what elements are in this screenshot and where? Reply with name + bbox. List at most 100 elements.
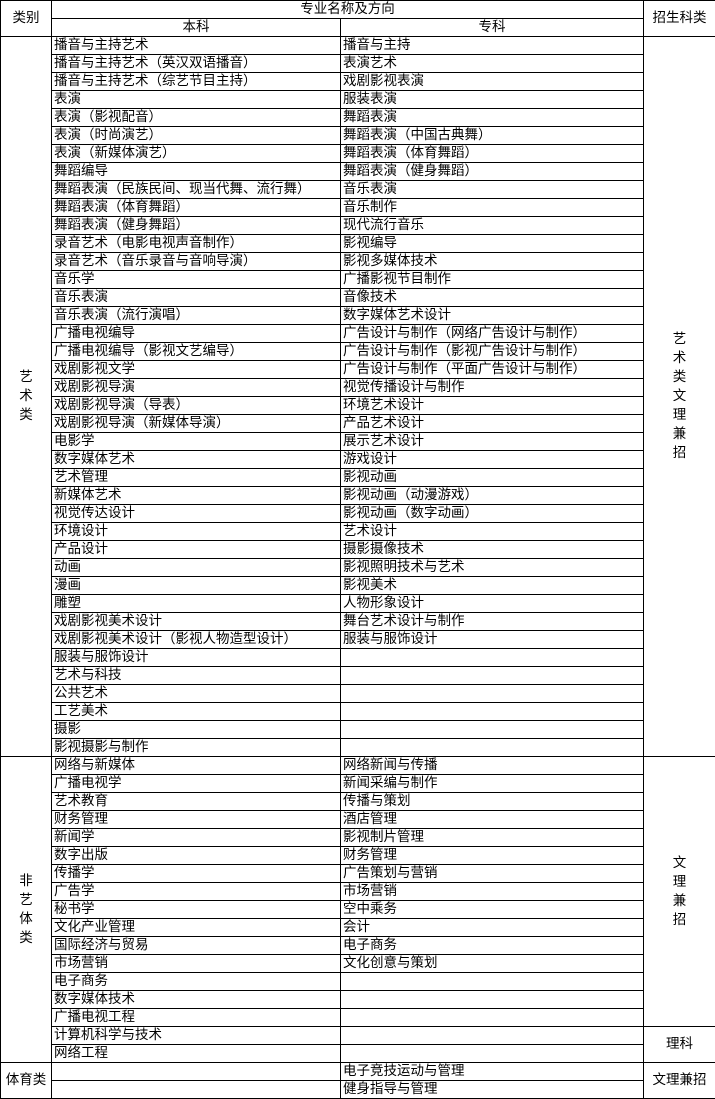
junior-cell: 艺术设计 (340, 522, 644, 541)
undergrad-cell: 戏剧影视导演 (51, 378, 341, 397)
enroll-cell: 文理兼招 (643, 756, 715, 1027)
junior-cell: 舞台艺术设计与制作 (340, 612, 644, 631)
undergrad-cell: 数字媒体技术 (51, 990, 341, 1009)
table-row: 表演（时尚演艺） 舞蹈表演（中国古典舞） (1, 126, 715, 145)
table-row: 舞蹈编导 舞蹈表演（健身舞蹈） (1, 162, 715, 181)
table-row: 雕塑 人物形象设计 (1, 594, 715, 613)
table-row: 文化产业管理 会计 (1, 918, 715, 937)
table-row: 产品设计 摄影摄像技术 (1, 540, 715, 559)
table-row: 戏剧影视美术设计 舞台艺术设计与制作 (1, 612, 715, 631)
table-row: 舞蹈表演（健身舞蹈） 现代流行音乐 (1, 216, 715, 235)
junior-cell: 表演艺术 (340, 54, 644, 73)
undergrad-cell: 舞蹈表演（民族民间、现当代舞、流行舞） (51, 180, 341, 199)
enroll-label: 艺术类文理兼招 (672, 331, 687, 461)
table-row: 戏剧影视美术设计（影视人物造型设计） 服装与服饰设计 (1, 630, 715, 649)
table-row: 表演（影视配音） 舞蹈表演 (1, 108, 715, 127)
junior-cell: 展示艺术设计 (340, 432, 644, 451)
undergrad-cell: 戏剧影视美术设计 (51, 612, 341, 631)
junior-cell: 广告设计与制作（平面广告设计与制作） (340, 360, 644, 379)
junior-cell: 舞蹈表演（体育舞蹈） (340, 144, 644, 163)
undergrad-cell: 录音艺术（电影电视声音制作） (51, 234, 341, 253)
junior-cell: 数字媒体艺术设计 (340, 306, 644, 325)
undergrad-cell: 新媒体艺术 (51, 486, 341, 505)
junior-cell: 视觉传播设计与制作 (340, 378, 644, 397)
undergrad-cell: 公共艺术 (51, 684, 341, 703)
undergrad-cell: 摄影 (51, 720, 341, 739)
enroll-cell: 文理兼招 (643, 1062, 715, 1099)
table-row: 广播电视编导（影视文艺编导） 广告设计与制作（影视广告设计与制作） (1, 342, 715, 361)
table-row: 广播电视编导 广告设计与制作（网络广告设计与制作） (1, 324, 715, 343)
undergrad-cell: 国际经济与贸易 (51, 936, 341, 955)
table-row: 录音艺术（音乐录音与音响导演） 影视多媒体技术 (1, 252, 715, 271)
category-cell: 非艺体类 (0, 756, 52, 1063)
junior-cell: 广告设计与制作（影视广告设计与制作） (340, 342, 644, 361)
undergrad-cell: 产品设计 (51, 540, 341, 559)
junior-cell: 影视动画（数字动画） (340, 504, 644, 523)
table-row: 动画 影视照明技术与艺术 (1, 558, 715, 577)
table-row: 摄影 (1, 720, 715, 739)
table-row: 数字媒体技术 (1, 990, 715, 1009)
header-enroll: 招生科类 (643, 0, 715, 37)
table-row: 艺术教育 传播与策划 (1, 792, 715, 811)
junior-cell: 音乐制作 (340, 198, 644, 217)
junior-cell: 服装与服饰设计 (340, 630, 644, 649)
junior-cell: 影视照明技术与艺术 (340, 558, 644, 577)
undergrad-cell: 表演 (51, 90, 341, 109)
junior-cell: 广告设计与制作（网络广告设计与制作） (340, 324, 644, 343)
undergrad-cell: 动画 (51, 558, 341, 577)
undergrad-cell (51, 1080, 341, 1099)
header-major-group: 专业名称及方向 (51, 0, 644, 19)
junior-cell: 舞蹈表演（中国古典舞） (340, 126, 644, 145)
table-row: 财务管理 酒店管理 (1, 810, 715, 829)
junior-cell: 会计 (340, 918, 644, 937)
undergrad-cell: 艺术与科技 (51, 666, 341, 685)
undergrad-cell: 广播电视编导 (51, 324, 341, 343)
undergrad-cell: 新闻学 (51, 828, 341, 847)
table-row: 电影学 展示艺术设计 (1, 432, 715, 451)
junior-cell: 人物形象设计 (340, 594, 644, 613)
junior-cell (340, 972, 644, 991)
undergrad-cell: 广播电视工程 (51, 1008, 341, 1027)
undergrad-cell: 网络工程 (51, 1044, 341, 1063)
table-row: 数字出版 财务管理 (1, 846, 715, 865)
table-row: 艺术管理 影视动画 (1, 468, 715, 487)
undergrad-cell: 服装与服饰设计 (51, 648, 341, 667)
enroll-cell: 理科 (643, 1026, 715, 1063)
header-junior: 专科 (340, 18, 644, 37)
junior-cell: 广播影视节目制作 (340, 270, 644, 289)
undergrad-cell: 音乐学 (51, 270, 341, 289)
table-row: 表演 服装表演 (1, 90, 715, 109)
junior-cell (340, 1044, 644, 1063)
undergrad-cell: 舞蹈表演（体育舞蹈） (51, 198, 341, 217)
undergrad-cell: 工艺美术 (51, 702, 341, 721)
table-row: 戏剧影视导演（新媒体导演） 产品艺术设计 (1, 414, 715, 433)
junior-cell: 环境艺术设计 (340, 396, 644, 415)
undergrad-cell: 戏剧影视美术设计（影视人物造型设计） (51, 630, 341, 649)
junior-cell (340, 720, 644, 739)
table-row: 环境设计 艺术设计 (1, 522, 715, 541)
undergrad-cell: 影视摄影与制作 (51, 738, 341, 757)
undergrad-cell: 舞蹈表演（健身舞蹈） (51, 216, 341, 235)
table-row: 公共艺术 (1, 684, 715, 703)
subheader-row: 本科 专科 (1, 18, 715, 37)
table-row: 体育类 电子竞技运动与管理 文理兼招 (0, 1062, 715, 1099)
undergrad-cell: 表演（影视配音） (51, 108, 341, 127)
junior-cell: 财务管理 (340, 846, 644, 865)
header-undergrad: 本科 (51, 18, 341, 37)
table-row: 新媒体艺术 影视动画（动漫游戏） (1, 486, 715, 505)
junior-cell: 舞蹈表演 (340, 108, 644, 127)
table-row: 秘书学 空中乘务 (1, 900, 715, 919)
table-row: 漫画 影视美术 (1, 576, 715, 595)
junior-cell: 游戏设计 (340, 450, 644, 469)
junior-cell: 播音与主持 (340, 36, 644, 55)
undergrad-cell: 秘书学 (51, 900, 341, 919)
category-label: 艺术类 (19, 369, 33, 423)
junior-cell: 健身指导与管理 (340, 1080, 644, 1099)
table-row: 播音与主持艺术（综艺节目主持） 戏剧影视表演 (1, 72, 715, 91)
junior-cell: 产品艺术设计 (340, 414, 644, 433)
table-row: 戏剧影视导演 视觉传播设计与制作 (1, 378, 715, 397)
undergrad-cell: 环境设计 (51, 522, 341, 541)
junior-cell: 广告策划与营销 (340, 864, 644, 883)
junior-cell: 影视动画 (340, 468, 644, 487)
